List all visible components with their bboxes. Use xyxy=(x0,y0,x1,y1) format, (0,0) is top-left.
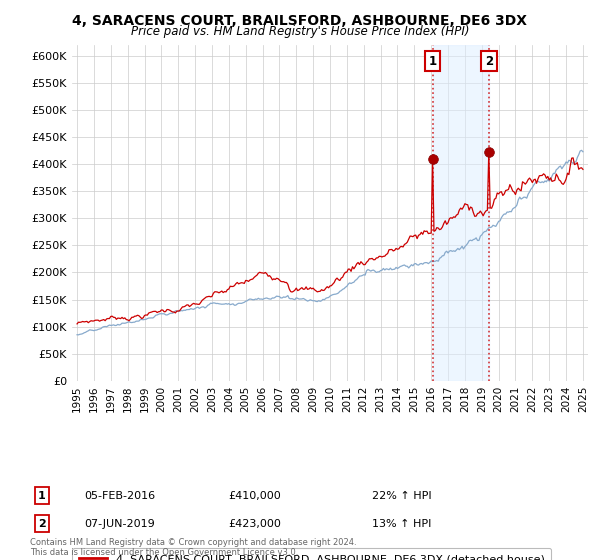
Text: Price paid vs. HM Land Registry's House Price Index (HPI): Price paid vs. HM Land Registry's House … xyxy=(131,25,469,38)
Text: 07-JUN-2019: 07-JUN-2019 xyxy=(84,519,155,529)
Text: 2: 2 xyxy=(38,519,46,529)
Text: 1: 1 xyxy=(428,55,437,68)
Text: 13% ↑ HPI: 13% ↑ HPI xyxy=(372,519,431,529)
Text: 4, SARACENS COURT, BRAILSFORD, ASHBOURNE, DE6 3DX: 4, SARACENS COURT, BRAILSFORD, ASHBOURNE… xyxy=(73,14,527,28)
Text: 2: 2 xyxy=(485,55,493,68)
Bar xyxy=(433,45,489,381)
Text: 05-FEB-2016: 05-FEB-2016 xyxy=(84,491,155,501)
Text: 22% ↑ HPI: 22% ↑ HPI xyxy=(372,491,431,501)
Text: Contains HM Land Registry data © Crown copyright and database right 2024.
This d: Contains HM Land Registry data © Crown c… xyxy=(30,538,356,557)
Text: 1: 1 xyxy=(38,491,46,501)
Text: £423,000: £423,000 xyxy=(228,519,281,529)
Legend: 4, SARACENS COURT, BRAILSFORD, ASHBOURNE, DE6 3DX (detached house), HPI: Average: 4, SARACENS COURT, BRAILSFORD, ASHBOURNE… xyxy=(73,548,551,560)
Text: £410,000: £410,000 xyxy=(228,491,281,501)
